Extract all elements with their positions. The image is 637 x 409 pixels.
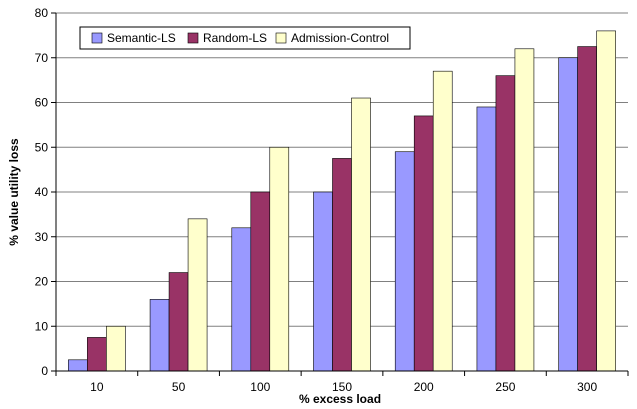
y-tick-label: 10 (35, 319, 49, 333)
y-tick-label: 40 (35, 185, 49, 199)
bar-semantic-ls (68, 359, 88, 372)
legend-label: Semantic-LS (107, 31, 176, 45)
bar-admission-control (351, 97, 371, 372)
y-tick-label: 60 (35, 96, 49, 110)
bar-random-ls (413, 115, 434, 372)
bars (68, 30, 616, 372)
bar-semantic-ls (313, 191, 333, 372)
bar-admission-control (269, 146, 290, 372)
bar-random-ls (250, 191, 271, 372)
bar-semantic-ls (558, 57, 578, 372)
legend-label: Admission-Control (291, 31, 389, 45)
legend-box (79, 26, 411, 50)
bar-random-ls (495, 75, 516, 372)
y-tick-label: 50 (35, 140, 49, 154)
bar-random-ls (332, 158, 352, 372)
bar-admission-control (106, 325, 126, 372)
legend: Semantic-LS Random-LS Admission-Control (79, 26, 411, 50)
axes (51, 12, 629, 376)
legend-label: Random-LS (203, 31, 267, 45)
y-tick-label: 20 (35, 275, 49, 289)
y-tick-label: 80 (35, 6, 49, 20)
bar-random-ls (87, 337, 107, 372)
x-tick-label: 300 (577, 380, 597, 394)
bar-semantic-ls (149, 299, 170, 372)
x-tick-label: 250 (495, 380, 515, 394)
bar-random-ls (168, 272, 189, 372)
y-axis-title: % value utility loss (7, 138, 21, 246)
x-tick-label: 50 (172, 380, 186, 394)
x-tick-labels: 10 50 100 150 200 250 300 (90, 380, 597, 394)
bar-semantic-ls (476, 106, 497, 372)
legend-swatch (187, 32, 199, 44)
bar-admission-control (514, 48, 535, 372)
bar-admission-control (596, 30, 616, 372)
x-tick-label: 200 (414, 380, 434, 394)
x-tick-label: 150 (332, 380, 352, 394)
x-tick-label: 10 (90, 380, 104, 394)
x-axis-title: % excess load (299, 392, 381, 406)
legend-swatch (275, 32, 287, 44)
bar-random-ls (577, 46, 597, 372)
y-tick-label: 70 (35, 51, 49, 65)
bar-admission-control (432, 70, 453, 372)
x-tick-label: 100 (250, 380, 270, 394)
legend-swatch (91, 32, 103, 44)
y-tick-label: 0 (41, 364, 48, 378)
y-tick-labels: 0 10 20 30 40 50 60 70 80 (35, 6, 49, 378)
bar-semantic-ls (394, 151, 415, 372)
bar-semantic-ls (231, 227, 252, 372)
bar-admission-control (187, 218, 208, 372)
y-tick-label: 30 (35, 230, 49, 244)
